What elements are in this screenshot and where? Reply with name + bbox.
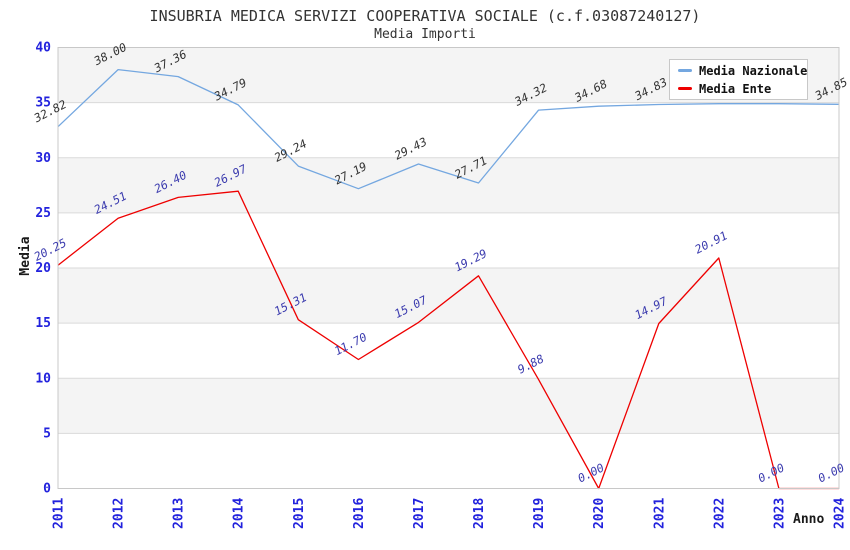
y-tick-label: 20 [35, 261, 51, 276]
chart-subtitle: Media Importi [374, 27, 476, 42]
y-tick-label: 15 [35, 316, 51, 331]
plot-band [58, 268, 839, 324]
plot-band [58, 433, 839, 489]
x-tick-label: 2024 [833, 498, 848, 529]
x-tick-label: 2018 [472, 498, 487, 529]
x-tick-label: 2020 [592, 498, 607, 529]
y-tick-label: 10 [35, 371, 51, 386]
legend: Media Nazionale Media Ente [669, 59, 808, 100]
x-tick-label: 2019 [532, 498, 547, 529]
x-tick-label: 2016 [352, 498, 367, 529]
y-tick-label: 30 [35, 151, 51, 166]
y-tick-label: 25 [35, 206, 51, 221]
legend-swatch-media-ente-icon [678, 87, 692, 90]
y-tick-label: 40 [35, 41, 51, 56]
x-tick-label: 2023 [772, 498, 787, 529]
x-tick-label: 2021 [652, 498, 667, 529]
y-tick-label: 35 [35, 96, 51, 111]
legend-item-media-ente: Media Ente [678, 82, 799, 96]
y-axis-title: Media [18, 236, 33, 276]
legend-item-media-nazionale: Media Nazionale [678, 64, 807, 78]
y-tick-label: 0 [43, 482, 51, 497]
plot-band [58, 157, 839, 213]
x-tick-label: 2014 [232, 498, 247, 529]
plot-band [58, 102, 839, 158]
legend-swatch-media-nazionale-icon [678, 69, 692, 72]
x-tick-label: 2022 [712, 498, 727, 529]
x-tick-label: 2015 [292, 498, 307, 529]
legend-label: Media Ente [699, 81, 772, 96]
chart-title: INSUBRIA MEDICA SERVIZI COOPERATIVA SOCI… [149, 7, 701, 25]
plot-band [58, 323, 839, 379]
series-line-media-nazionale [57, 68, 840, 190]
x-axis-title: Anno [793, 512, 825, 527]
x-tick-label: 2011 [52, 498, 67, 529]
x-tick-label: 2017 [412, 498, 427, 529]
series-line-media-ente [57, 190, 839, 490]
plot-band [58, 378, 839, 434]
x-tick-label: 2013 [172, 498, 187, 529]
plot-border [57, 47, 840, 489]
x-tick-label: 2012 [112, 498, 127, 529]
plot-band [58, 212, 839, 268]
legend-label: Media Nazionale [699, 63, 808, 78]
y-tick-label: 5 [43, 426, 51, 441]
